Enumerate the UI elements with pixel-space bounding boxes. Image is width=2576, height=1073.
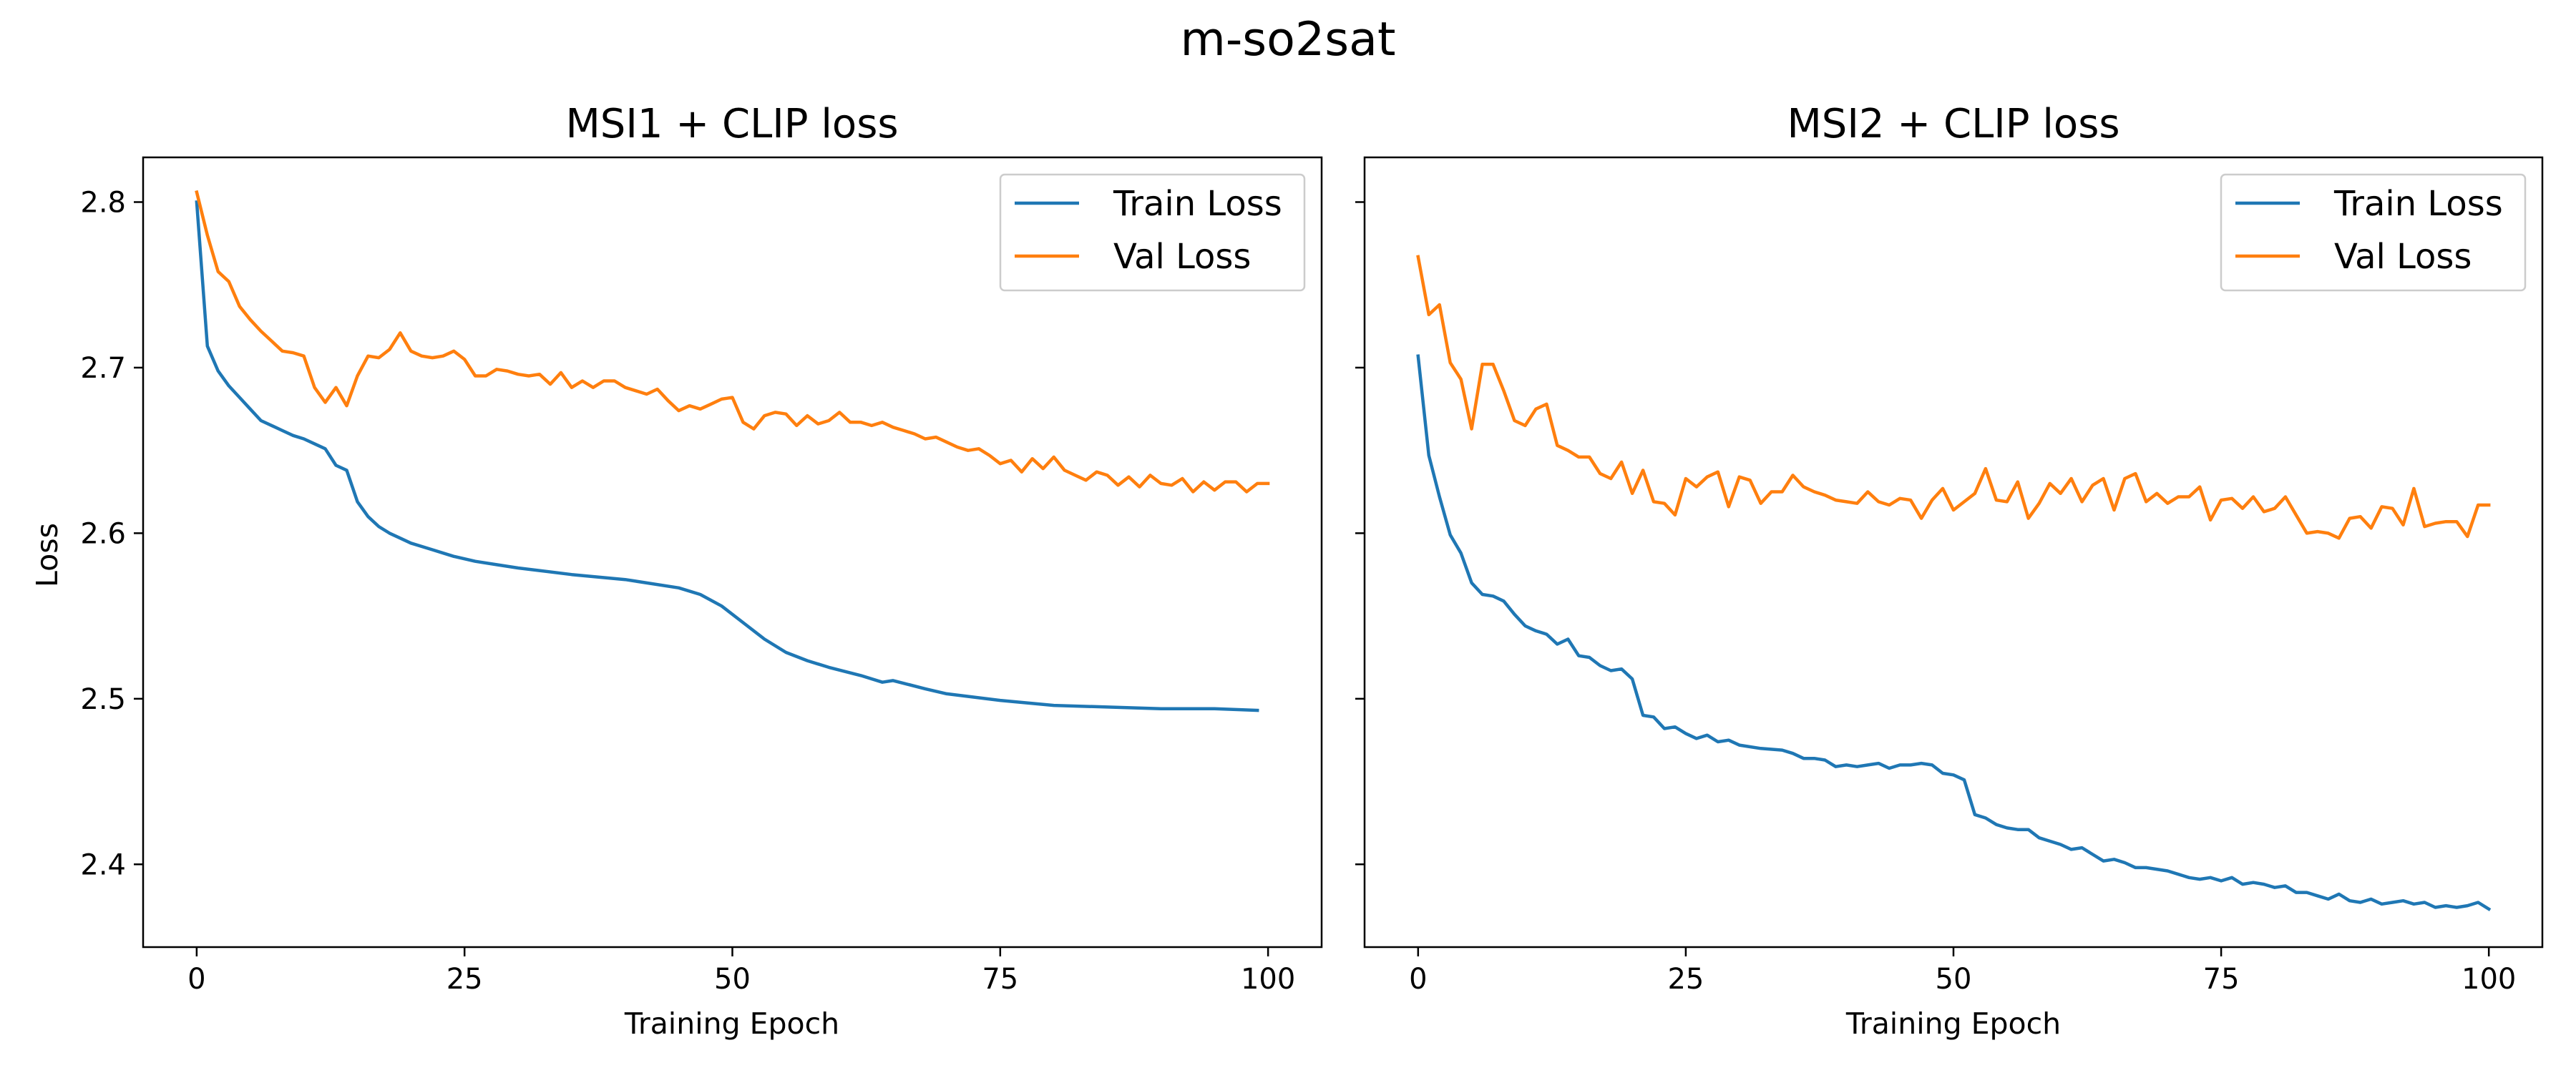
val-loss-line [195, 190, 1270, 494]
x-tick-label: 0 [1409, 963, 1427, 996]
x-tick-label: 100 [2462, 963, 2516, 996]
val-loss-line [1416, 255, 2491, 540]
x-tick-label: 50 [1936, 963, 1972, 996]
y-tick-label: 2.7 [80, 352, 126, 385]
x-tick-label: 0 [187, 963, 205, 996]
legend: Train Loss Val Loss [999, 173, 1306, 292]
panel-title: MSI1 + CLIP loss [565, 101, 898, 147]
y-axis-ticks: 2.4 2.5 2.6 2.7 2.8 [80, 186, 143, 881]
legend-label: Train Loss [2333, 184, 2503, 224]
panel-msi2: MSI2 + CLIP loss 0 25 50 75 100 Training Epo… [1355, 101, 2544, 1041]
y-tick-label: 2.5 [80, 683, 126, 716]
x-tick-label: 75 [2203, 963, 2240, 996]
x-tick-label: 25 [447, 963, 483, 996]
x-axis-label: Training Epoch [624, 1006, 839, 1041]
x-tick-label: 50 [714, 963, 751, 996]
panel-msi1: MSI1 + CLIP loss 0 25 50 75 100 2.4 2.5 2.6 2.7… [30, 101, 1323, 1041]
panel-title: MSI2 + CLIP loss [1787, 101, 2119, 147]
x-tick-label: 75 [982, 963, 1018, 996]
train-loss-line [1416, 354, 2492, 911]
x-tick-label: 100 [1241, 963, 1295, 996]
plot-area [1416, 255, 2492, 911]
y-tick-label: 2.6 [80, 517, 126, 550]
figure-suptitle: m-so2sat [1181, 13, 1396, 67]
x-tick-label: 25 [1667, 963, 1704, 996]
legend-label: Val Loss [1113, 237, 1251, 277]
legend-label: Val Loss [2334, 237, 2472, 277]
y-axis-label: Loss [30, 523, 64, 587]
y-tick-label: 2.4 [80, 848, 126, 881]
legend-label: Train Loss [1113, 184, 1282, 224]
y-tick-label: 2.8 [80, 186, 126, 219]
x-axis-ticks: 0 25 50 75 100 [187, 947, 1295, 996]
plot-area [195, 190, 1270, 712]
y-axis-ticks [1355, 201, 1365, 866]
legend: Train Loss Val Loss [2220, 173, 2527, 292]
x-axis-label: Training Epoch [1845, 1006, 2061, 1041]
train-loss-line [195, 200, 1259, 712]
x-axis-ticks: 0 25 50 75 100 [1409, 947, 2516, 996]
